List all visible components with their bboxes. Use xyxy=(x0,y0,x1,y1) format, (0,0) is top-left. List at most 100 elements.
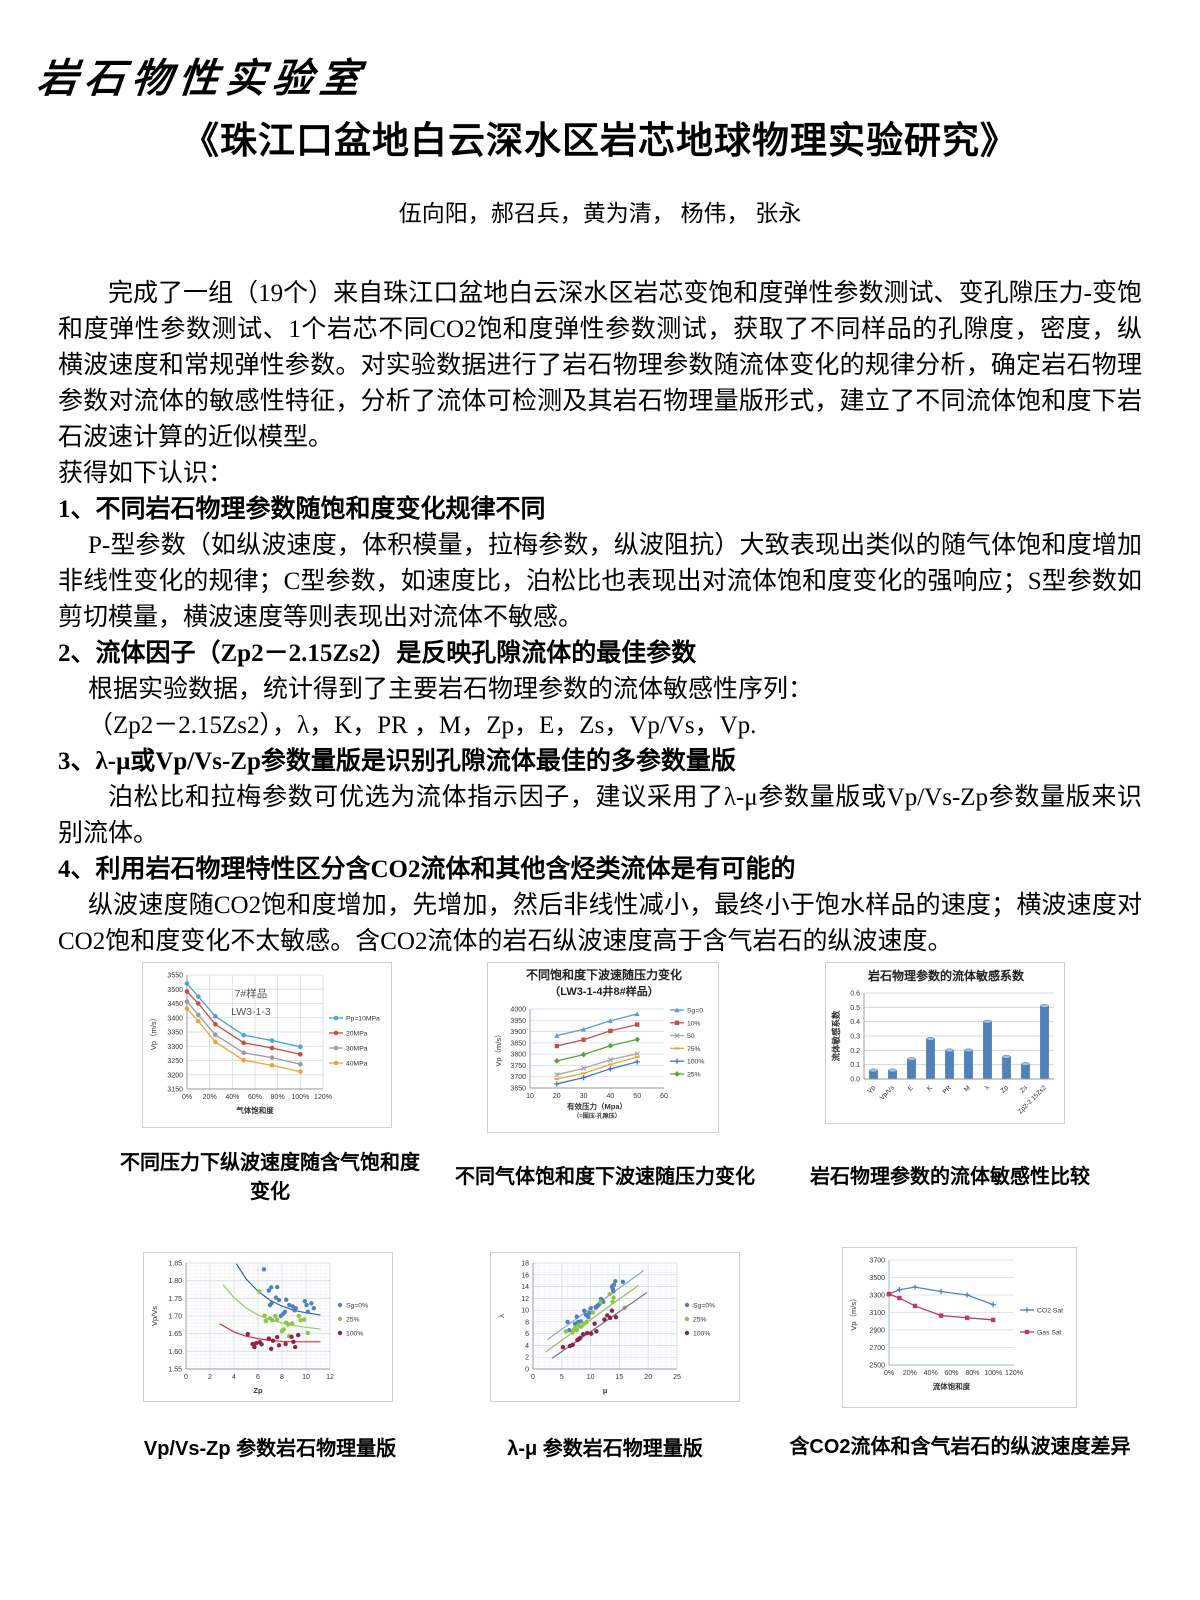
svg-text:100%: 100% xyxy=(984,1370,1002,1377)
chart-caption: 不同压力下纵波速度随含气饱和度变化 xyxy=(120,1152,420,1203)
svg-text:1.70: 1.70 xyxy=(168,1314,182,1321)
svg-text:50: 50 xyxy=(687,1033,695,1040)
svg-text:3500: 3500 xyxy=(869,1275,885,1282)
svg-text:120%: 120% xyxy=(314,1094,332,1101)
svg-text:0.2: 0.2 xyxy=(850,1048,860,1055)
paragraph: 泊松比和拉梅参数可优选为流体指示因子，建议采用了λ-μ参数量版或Vp/Vs-Zp… xyxy=(58,784,1142,847)
body-text: 完成了一组（19个）来自珠江口盆地白云深水区岩芯变饱和度弹性参数测试、变孔隙压力… xyxy=(58,276,1142,960)
svg-text:12: 12 xyxy=(521,1296,529,1303)
svg-text:Vp/Vs: Vp/Vs xyxy=(879,1084,897,1102)
svg-text:0: 0 xyxy=(184,1374,188,1381)
svg-text:3400: 3400 xyxy=(167,1015,183,1022)
svg-text:气体饱和度: 气体饱和度 xyxy=(235,1105,274,1115)
svg-text:3300: 3300 xyxy=(869,1293,885,1300)
svg-text:3700: 3700 xyxy=(510,1074,526,1081)
svg-text:25%: 25% xyxy=(687,1072,701,1079)
svg-text:CO2 Sat: CO2 Sat xyxy=(1037,1308,1063,1315)
svg-text:3200: 3200 xyxy=(167,1072,183,1079)
svg-text:流体敏感系数: 流体敏感系数 xyxy=(831,1010,841,1062)
svg-text:2700: 2700 xyxy=(869,1345,885,1352)
svg-text:LW3-1-3: LW3-1-3 xyxy=(231,1006,271,1018)
svg-text:1.85: 1.85 xyxy=(168,1261,182,1268)
svg-text:E: E xyxy=(907,1084,915,1092)
chart-vp-vs-pressure: 3650 3700 3750 3800 3850 3900 3950 4000 10 20 30 40… xyxy=(487,962,719,1133)
chart-co2-vs-gas-vp: 2500 2700 2900 3100 3300 3500 3700 0% 20% 40% 60% 8… xyxy=(842,1247,1077,1408)
authors-line: 伍向阳，郝召兵，黄为清， 杨伟， 张永 xyxy=(398,201,802,226)
svg-text:3800: 3800 xyxy=(510,1052,526,1059)
svg-text:100%: 100% xyxy=(693,1331,710,1338)
svg-text:0.1: 0.1 xyxy=(850,1062,860,1069)
svg-text:3850: 3850 xyxy=(510,1040,526,1047)
svg-text:30MPa: 30MPa xyxy=(346,1046,368,1053)
svg-text:10: 10 xyxy=(302,1374,310,1381)
svg-text:Zs: Zs xyxy=(1019,1084,1030,1095)
chart-caption: 不同气体饱和度下波速随压力变化 xyxy=(455,1166,755,1188)
svg-text:Sg=0: Sg=0 xyxy=(687,1008,703,1015)
svg-text:Zp: Zp xyxy=(253,1386,263,1395)
svg-text:1.60: 1.60 xyxy=(168,1349,182,1356)
svg-text:流体饱和度: 流体饱和度 xyxy=(933,1381,971,1391)
svg-text:Vp（m/s）: Vp（m/s） xyxy=(149,1014,158,1050)
chart-lambda-mu-crossplot: 0 2 4 6 8 10 12 14 16 18 0 5 10 15 20 25 μ λ Sg=0% 25% 100% xyxy=(490,1252,740,1402)
lab-logo: 岩石物性实验室 xyxy=(35,56,369,101)
svg-text:60: 60 xyxy=(660,1093,668,1100)
svg-text:50: 50 xyxy=(633,1093,641,1100)
svg-text:Vp: Vp xyxy=(866,1084,877,1095)
svg-text:3350: 3350 xyxy=(167,1030,183,1037)
svg-text:30: 30 xyxy=(580,1093,588,1100)
svg-text:Gas Sat: Gas Sat xyxy=(1037,1330,1062,1337)
svg-text:0.6: 0.6 xyxy=(850,991,860,998)
svg-text:6: 6 xyxy=(256,1374,260,1381)
svg-text:1.80: 1.80 xyxy=(168,1278,182,1285)
svg-text:0.0: 0.0 xyxy=(850,1077,860,1084)
svg-text:7#样品: 7#样品 xyxy=(235,987,268,1000)
paragraph: 4、利用岩石物理特性区分含CO2流体和其他含烃类流体是有可能的 xyxy=(58,856,796,883)
svg-text:40%: 40% xyxy=(924,1370,938,1377)
svg-text:0.3: 0.3 xyxy=(850,1034,860,1041)
svg-text:μ: μ xyxy=(603,1386,608,1395)
svg-text:20%: 20% xyxy=(203,1094,217,1101)
svg-text:4000: 4000 xyxy=(510,1007,526,1014)
svg-text:5: 5 xyxy=(560,1374,564,1381)
svg-text:岩石物理参数的流体敏感系数: 岩石物理参数的流体敏感系数 xyxy=(867,968,1025,983)
paragraph: 纵波速度随CO2饱和度增加，先增加，然后非线性减小，最终小于饱水样品的速度；横波… xyxy=(58,892,1142,955)
svg-text:3500: 3500 xyxy=(167,987,183,994)
svg-text:40: 40 xyxy=(607,1093,615,1100)
svg-text:14: 14 xyxy=(521,1284,529,1291)
svg-text:15: 15 xyxy=(616,1374,624,1381)
svg-text:4: 4 xyxy=(232,1374,236,1381)
svg-text:3900: 3900 xyxy=(510,1029,526,1036)
svg-text:20MPa: 20MPa xyxy=(346,1031,368,1038)
svg-text:3550: 3550 xyxy=(167,973,183,980)
svg-text:25%: 25% xyxy=(693,1317,707,1324)
svg-text:（LW3-1-4井8#样品）: （LW3-1-4井8#样品） xyxy=(549,984,658,998)
svg-text:10: 10 xyxy=(526,1093,534,1100)
svg-text:75%: 75% xyxy=(687,1046,701,1053)
svg-text:3450: 3450 xyxy=(167,1001,183,1008)
svg-text:2: 2 xyxy=(525,1355,529,1362)
svg-text:6: 6 xyxy=(525,1331,529,1338)
svg-text:100%: 100% xyxy=(291,1094,309,1101)
svg-text:2500: 2500 xyxy=(869,1363,885,1370)
svg-text:20: 20 xyxy=(553,1093,561,1100)
svg-text:20%: 20% xyxy=(903,1370,917,1377)
paragraph: （Zp2－2.15Zs2），λ，K，PR ，M，Zp，E，Zs，Vp/Vs，Vp… xyxy=(88,712,757,739)
svg-text:3650: 3650 xyxy=(510,1086,526,1093)
svg-text:K: K xyxy=(926,1084,934,1092)
svg-text:16: 16 xyxy=(521,1272,529,1279)
svg-text:0.5: 0.5 xyxy=(850,1005,860,1012)
svg-text:100%: 100% xyxy=(346,1331,363,1338)
page-title: 《珠江口盆地白云深水区岩芯地球物理实验研究》 xyxy=(182,121,1018,162)
svg-text:80%: 80% xyxy=(271,1094,285,1101)
svg-text:10: 10 xyxy=(587,1374,595,1381)
svg-text:2900: 2900 xyxy=(869,1328,885,1335)
svg-text:2: 2 xyxy=(208,1374,212,1381)
svg-text:Pp=10MPa: Pp=10MPa xyxy=(346,1016,380,1023)
svg-text:1.75: 1.75 xyxy=(168,1296,182,1303)
svg-text:3100: 3100 xyxy=(869,1310,885,1317)
chart-caption: 岩石物理参数的流体敏感性比较 xyxy=(810,1166,1090,1188)
svg-text:12: 12 xyxy=(326,1374,334,1381)
svg-text:8: 8 xyxy=(280,1374,284,1381)
svg-text:3150: 3150 xyxy=(167,1087,183,1094)
